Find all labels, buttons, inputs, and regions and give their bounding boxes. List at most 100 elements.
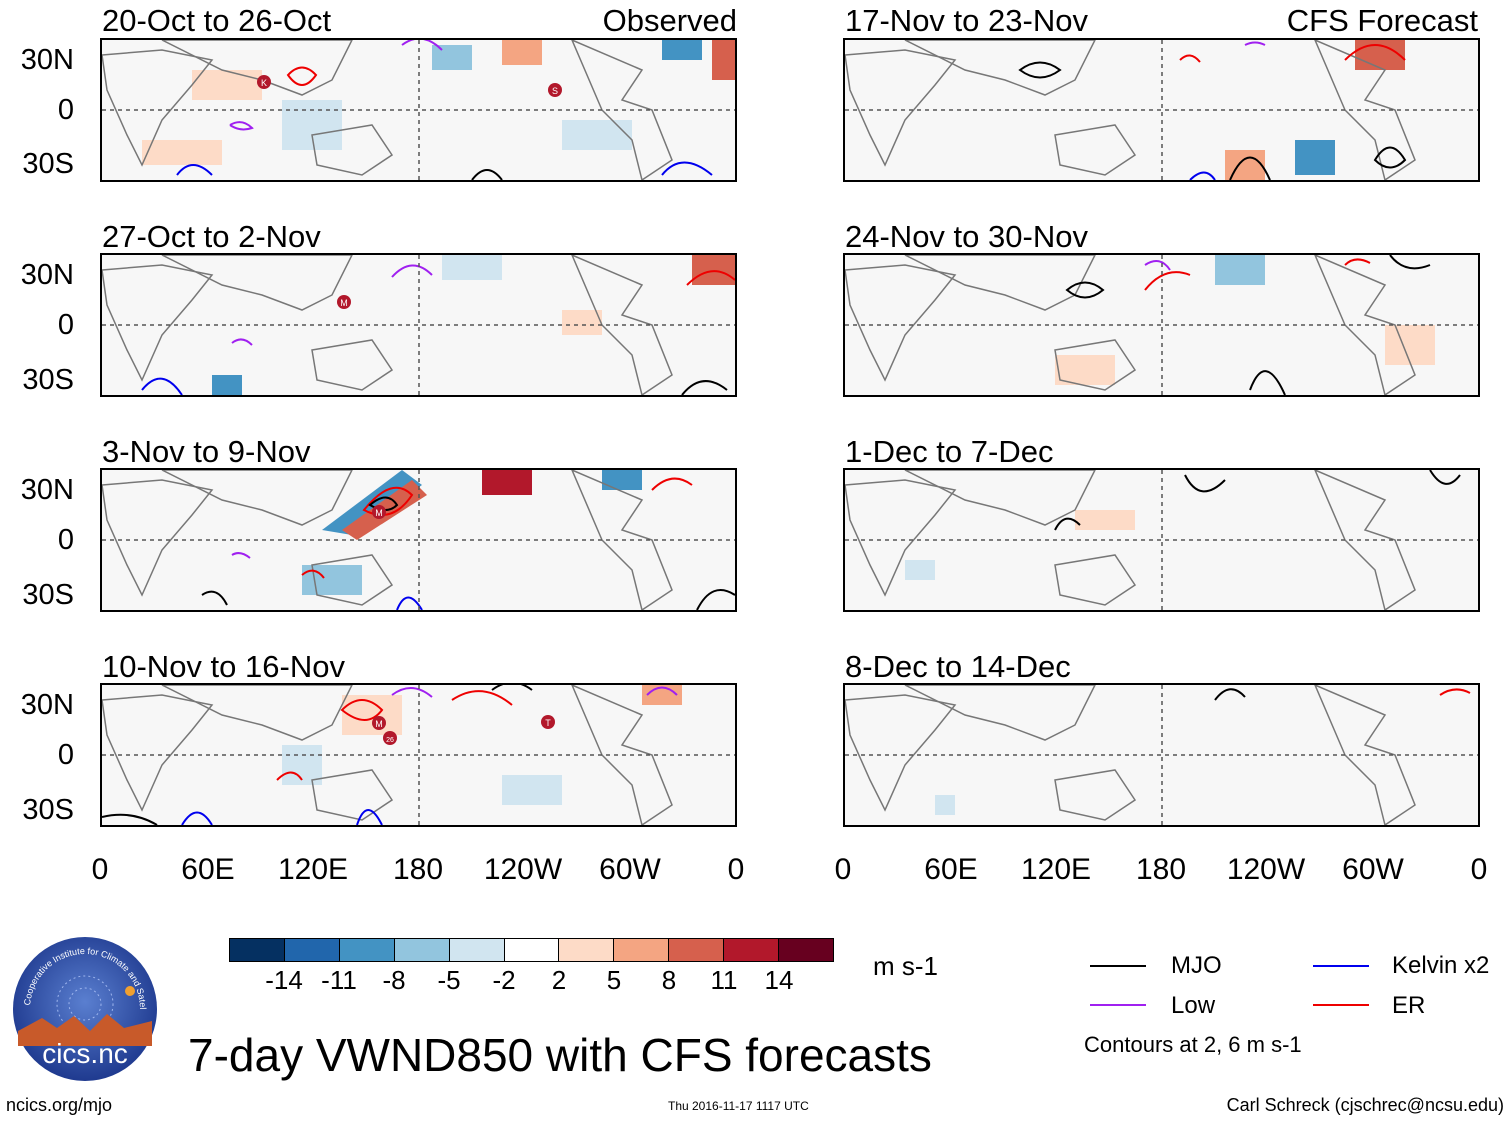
colorbar-swatch — [339, 939, 395, 961]
logo-text: cics.nc — [42, 1038, 128, 1069]
mjo-contour — [491, 685, 533, 691]
continent-americas — [571, 470, 673, 610]
continent-asia — [161, 685, 353, 741]
mjo-contour — [471, 169, 503, 180]
x-tick: 120E — [277, 853, 349, 886]
colorbar-swatch — [449, 939, 505, 961]
anomaly-patch — [1385, 325, 1435, 365]
footer-url: ncics.org/mjo — [6, 1095, 113, 1115]
colorbar-units: m s-1 — [873, 951, 938, 981]
x-tick: 0 — [834, 853, 852, 886]
continent-americas — [571, 40, 673, 180]
colorbar-tick-label: -5 — [437, 965, 461, 995]
x-tick: 120W — [483, 853, 563, 886]
mjo-contour — [102, 813, 158, 825]
colorbar-swatch — [779, 939, 833, 961]
x-tick: 0 — [91, 853, 109, 886]
panel-title: 3-Nov to 9-Nov — [102, 434, 311, 469]
colorbar-swatch — [504, 939, 560, 961]
x-tick: 120E — [1020, 853, 1092, 886]
continent-americas — [571, 255, 673, 395]
map-panel: M — [100, 468, 737, 612]
anomaly-patch — [502, 40, 542, 65]
continent-asia — [161, 255, 353, 311]
anomaly-patch — [502, 775, 562, 805]
kelvin-contour — [356, 809, 383, 825]
storm-marker — [383, 731, 397, 745]
y-tick: 30S — [22, 579, 74, 611]
y-tick: 0 — [57, 309, 74, 341]
continent-americas — [1314, 685, 1416, 825]
main-title: 7-day VWND850 with CFS forecasts — [188, 1029, 932, 1081]
legend-label-er: ER — [1392, 992, 1426, 1019]
legend-label-low: Low — [1171, 992, 1216, 1019]
low-contour — [231, 338, 253, 346]
continent-africa — [845, 264, 957, 382]
legend-label-kelvin: Kelvin x2 — [1392, 952, 1490, 979]
continent-australia — [1054, 554, 1137, 606]
continent-africa — [845, 694, 957, 812]
colorbar — [229, 938, 834, 962]
footer-timestamp: Thu 2016-11-17 1117 UTC — [668, 1099, 809, 1113]
low-contour — [391, 687, 433, 698]
continent-asia — [904, 470, 1096, 526]
colorbar-tick-label: -8 — [382, 965, 406, 995]
mjo-contour — [1018, 61, 1062, 79]
storm-label: M — [340, 298, 348, 308]
panel-title: 1-Dec to 7-Dec — [845, 434, 1054, 469]
low-contour — [229, 121, 254, 131]
anomaly-patch — [1075, 510, 1135, 530]
continent-africa — [102, 694, 214, 812]
continent-asia — [161, 470, 353, 526]
continent-australia — [311, 769, 394, 821]
continent-australia — [311, 554, 394, 606]
continent-americas — [1314, 470, 1416, 610]
anomaly-patch — [282, 100, 342, 150]
storm-marker — [337, 295, 351, 309]
map-panel — [843, 468, 1480, 612]
panel-title: 17-Nov to 23-Nov — [845, 3, 1088, 38]
anomaly-patch — [1215, 255, 1265, 285]
storm-marker — [372, 505, 386, 519]
mjo-contour — [201, 590, 228, 606]
colorbar-tick-label: 5 — [606, 965, 622, 995]
continent-australia — [311, 124, 394, 176]
anomaly-patch — [1055, 355, 1115, 385]
anomaly-patch — [302, 565, 362, 595]
low-contour — [1144, 260, 1171, 271]
cics-logo: Cooperative Institute for Climate and Sa… — [9, 928, 158, 1082]
x-tick: 0 — [727, 853, 745, 886]
x-tick: 180 — [1135, 853, 1187, 886]
colorbar-swatch — [669, 939, 725, 961]
panel-tag: CFS Forecast — [1286, 3, 1478, 38]
er-contour — [301, 569, 325, 579]
continent-asia — [904, 255, 1096, 311]
continent-australia — [1054, 769, 1137, 821]
panel-title: 10-Nov to 16-Nov — [102, 649, 345, 684]
anomaly-patch — [712, 40, 735, 80]
colorbar-swatch — [394, 939, 450, 961]
kelvin-contour — [181, 811, 213, 825]
storm-marker — [548, 83, 562, 97]
y-tick: 30N — [20, 44, 74, 76]
x-tick: 60E — [924, 853, 978, 886]
legend-swatch-low — [1090, 1004, 1146, 1006]
er-contour — [1344, 258, 1371, 266]
anomaly-patch — [482, 470, 532, 495]
continent-africa — [102, 479, 214, 597]
map-panel: M 26 T — [100, 683, 737, 827]
y-tick: 0 — [57, 94, 74, 126]
y-tick: 30N — [20, 689, 74, 721]
low-contour — [391, 264, 433, 278]
low-contour — [646, 686, 678, 696]
y-tick: 30S — [22, 148, 74, 180]
colorbar-tick-label: 2 — [551, 965, 567, 995]
storm-marker — [257, 75, 271, 89]
anomaly-patch — [935, 795, 955, 815]
mjo-contour — [1184, 474, 1226, 493]
colorbar-swatch — [230, 939, 285, 961]
x-tick: 180 — [392, 853, 444, 886]
er-contour — [276, 771, 303, 781]
er-contour — [340, 699, 384, 721]
panel-title: 27-Oct to 2-Nov — [102, 219, 321, 254]
